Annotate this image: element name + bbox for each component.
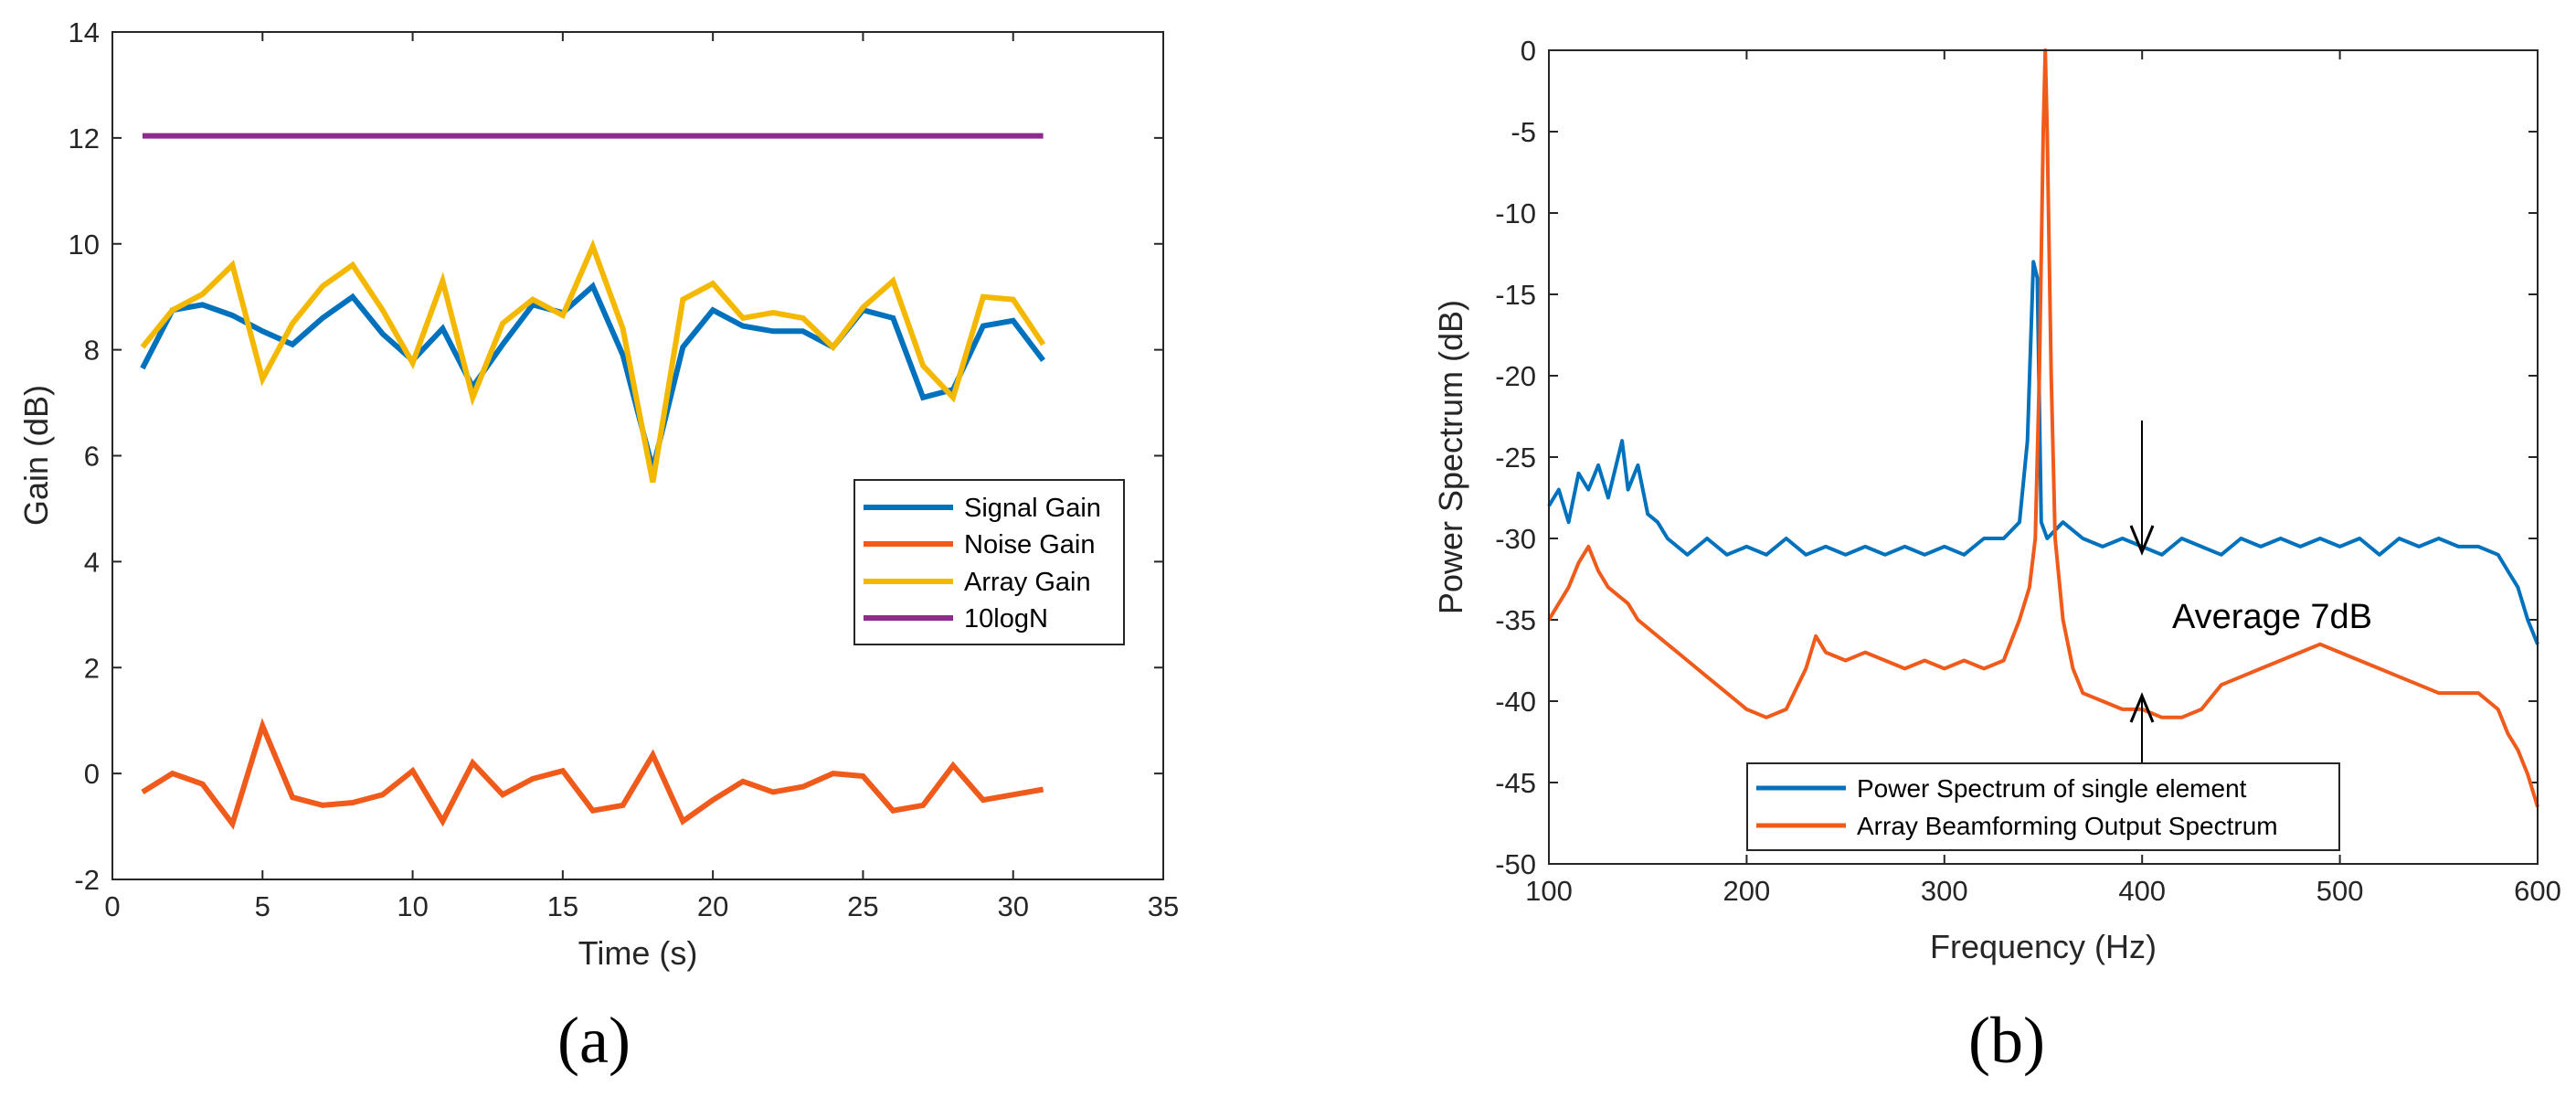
- chart-a-ytick-label: 4: [84, 546, 100, 578]
- chart-b-ytick-label: -5: [1511, 116, 1536, 148]
- chart-b-xtick-label: 600: [2514, 875, 2561, 907]
- chart-a-ytick-label: 10: [69, 229, 100, 261]
- chart-a-xtick-label: 30: [997, 890, 1028, 922]
- chart-a-xtick-label: 15: [547, 890, 578, 922]
- chart-b-ylabel: Power Spectrum (dB): [1432, 300, 1469, 614]
- panel-label-b: (b): [1968, 1004, 2045, 1077]
- chart-a-xtick-label: 20: [697, 890, 728, 922]
- series-line-signal-gain: [140, 282, 1045, 470]
- legend-label-beamforming: Array Beamforming Output Spectrum: [1857, 812, 2278, 840]
- series-line-power-spectrum-of-single-element: [1547, 260, 2539, 645]
- legend-label-noise-gain: Noise Gain: [964, 530, 1095, 559]
- chart-b-ytick-label: -25: [1495, 442, 1536, 474]
- chart-b-ytick-label: -35: [1495, 604, 1536, 636]
- chart-a-legend: Signal Gain Noise Gain Array Gain 10logN: [853, 479, 1125, 645]
- chart-a-ytick-label: 8: [84, 335, 100, 367]
- series-line-noise-gain: [141, 718, 1044, 830]
- chart-a-ytick-label: -2: [74, 864, 100, 896]
- chart-a-xtick-label: 25: [847, 890, 878, 922]
- chart-b-xtick-label: 200: [1723, 875, 1771, 907]
- chart-a-ytick-label: 14: [69, 16, 100, 48]
- chart-a-xtick-label: 10: [397, 890, 428, 922]
- chart-b-xtick-label: 500: [2316, 875, 2364, 907]
- chart-b-ytick-label: -15: [1495, 279, 1536, 311]
- chart-a-series: [140, 133, 1046, 830]
- chart-b-series: [1547, 48, 2539, 808]
- panel-label-a: (a): [557, 1004, 631, 1077]
- chart-a-ylabel: Gain (dB): [17, 385, 55, 526]
- chart-b-xtick-label: 300: [1921, 875, 1968, 907]
- legend-label-array-gain: Array Gain: [964, 568, 1091, 597]
- chart-b-ytick-label: -40: [1495, 686, 1536, 718]
- chart-a-ytick-label: 12: [69, 122, 100, 154]
- series-line-array-gain: [140, 239, 1046, 484]
- chart-a-xlabel: Time (s): [578, 934, 698, 972]
- chart-b-ytick-label: -20: [1495, 360, 1536, 392]
- legend-label-10logn: 10logN: [964, 604, 1048, 634]
- chart-b-xlabel: Frequency (Hz): [1930, 928, 2157, 965]
- arrow-down-head: [2129, 525, 2155, 556]
- chart-b-ytick-label: 0: [1521, 35, 1536, 67]
- chart-b-ytick-label: -10: [1495, 197, 1536, 229]
- chart-b-legend: Power Spectrum of single element Array B…: [1746, 762, 2340, 851]
- chart-b-ytick-label: -30: [1495, 523, 1536, 555]
- chart-a-plot-frame: [111, 31, 1164, 880]
- chart-b-ytick-label: -45: [1495, 767, 1536, 799]
- chart-a-xtick-label: 5: [255, 890, 270, 922]
- chart-a-ytick-label: 6: [84, 441, 100, 473]
- chart-b-plot-frame: [1548, 49, 2539, 865]
- chart-b-ytick-label: -50: [1495, 848, 1536, 880]
- chart-b-ticks: 100 200 300 400 500 600 0 -5 -10 -15 -20 -25 -30 -35 -…: [1495, 35, 2561, 907]
- legend-box: [1746, 762, 2340, 851]
- series-line-array-beamforming-output-spectrum: [1547, 48, 2539, 808]
- legend-label-signal-gain: Signal Gain: [964, 494, 1101, 523]
- chart-a-ytick-label: 0: [84, 758, 100, 790]
- chart-a-xtick-label: 0: [104, 890, 120, 922]
- chart-b-xtick-label: 400: [2118, 875, 2166, 907]
- arrow-up-head: [2129, 692, 2155, 723]
- chart-a-ytick-label: 2: [84, 652, 100, 684]
- chart-b-xtick-label: 100: [1525, 875, 1573, 907]
- chart-a-xtick-label: 35: [1148, 890, 1179, 922]
- annotation-average: Average 7dB: [2172, 598, 2372, 636]
- chart-b: 100 200 300 400 500 600 0 -5 -10 -15 -20 -25 -30 -35 -…: [1432, 35, 2561, 965]
- legend-label-single-element: Power Spectrum of single element: [1857, 774, 2247, 803]
